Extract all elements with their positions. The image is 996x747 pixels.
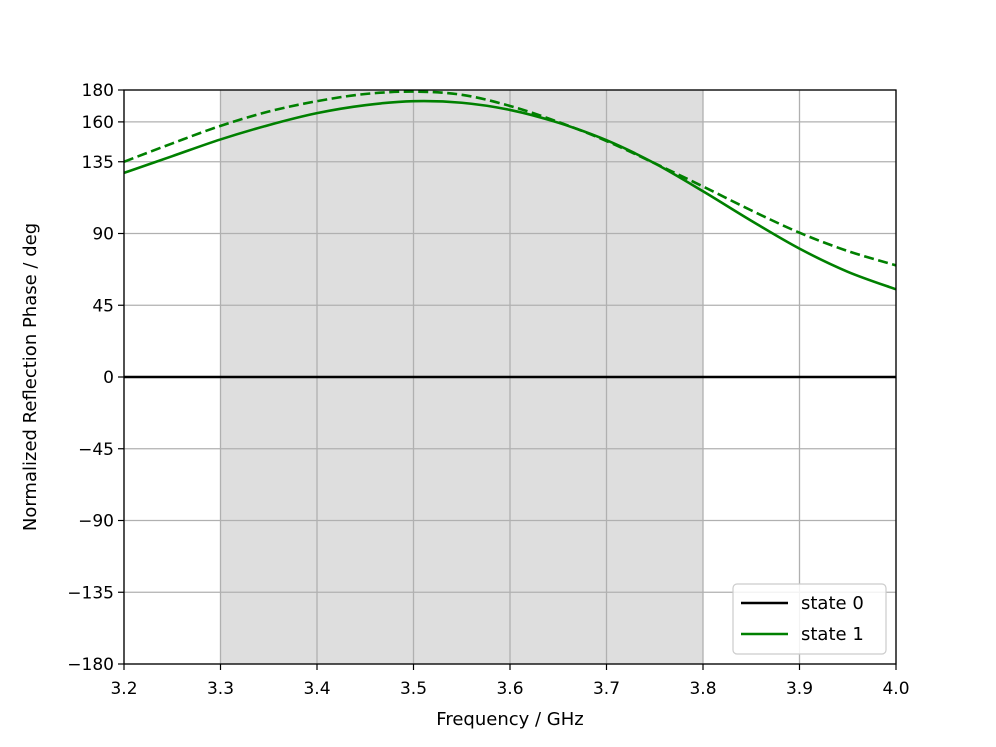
- x-tick-label: 3.9: [786, 679, 813, 699]
- legend-label-state-0: state 0: [801, 593, 864, 614]
- legend-label-state-1: state 1: [801, 624, 864, 645]
- x-tick-label: 3.7: [593, 679, 620, 699]
- series-line-dashed-2: [123, 90, 897, 267]
- y-tick-label: −90: [78, 512, 114, 532]
- x-tick-label: 3.4: [303, 679, 330, 699]
- x-axis-label: Frequency / GHz: [436, 709, 583, 730]
- y-axis-label: Normalized Reflection Phase / deg: [20, 223, 41, 531]
- y-tick-label: 90: [92, 225, 114, 245]
- x-tick-label: 3.5: [400, 679, 427, 699]
- y-tick-label: 45: [92, 296, 114, 316]
- x-tick-label: 3.8: [689, 679, 716, 699]
- y-tick-label: 0: [103, 368, 114, 388]
- series-layer: [123, 90, 897, 379]
- y-tick-label: 160: [82, 113, 114, 133]
- legend-box: [732, 583, 887, 655]
- y-tick-label: −135: [67, 583, 114, 603]
- series-line-state-1: [123, 99, 897, 291]
- y-tick-label: 135: [82, 153, 114, 173]
- x-tick-label: 4.0: [882, 679, 909, 699]
- y-tick-label: −180: [67, 655, 114, 675]
- y-tick-label: −45: [78, 440, 114, 460]
- legend: state 0 state 1: [732, 583, 887, 655]
- y-tick-label: 180: [82, 81, 114, 101]
- tick-layer: 3.2 3.3 3.4 3.5 3.6 3.7 3.8 3.9 4.0 −180 −135 −90 −4…: [67, 81, 909, 699]
- x-tick-label: 3.2: [110, 679, 137, 699]
- x-tick-label: 3.6: [496, 679, 523, 699]
- x-tick-label: 3.3: [207, 679, 234, 699]
